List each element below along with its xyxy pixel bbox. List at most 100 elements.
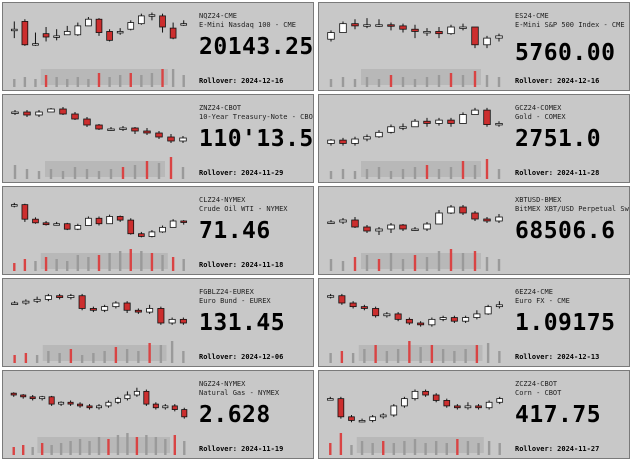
contract-description: E-Mini Nasdaq 100 - CME [199,21,296,29]
volume-bar [80,355,84,363]
volume-bar [351,353,355,363]
symbol-label: ES24-CME [515,12,549,20]
candle-body-up [148,231,156,237]
candle-body-down [169,27,177,39]
market-panel-clz24-nymex[interactable]: CLZ24-NYMEX Crude Oil WTI - NYMEX 71.46 Rol… [2,186,314,275]
candle-body-down [454,405,461,409]
candle-body-up [39,396,46,400]
volume-bar [353,257,357,271]
candle [85,216,92,226]
volume-bar [360,441,364,455]
candle [162,404,169,410]
candle [327,139,335,146]
volume-bar [85,169,89,179]
candle-body-down [471,212,479,220]
volume-bar [170,341,174,363]
candle [152,402,159,410]
candle [33,296,41,303]
candle [159,225,166,233]
candle [432,393,440,403]
volume-bar [55,259,58,271]
volume-bar [31,447,34,455]
volume-bar [473,71,477,87]
candle [349,301,357,309]
candle [495,214,503,223]
market-panel-znz24-cbot[interactable]: ZNZ24-CBOT 10-Year Treasury-Note - CBOT 11… [2,94,314,183]
candle [127,218,135,235]
candle-body-up [116,31,124,34]
candle [180,220,188,225]
candle-body-up [32,43,39,46]
volume-bar [425,257,429,271]
market-panel-xbtusd-bmex[interactable]: XBTUSD-BMEX BitMEX XBT/USD Perpetual Swap… [318,186,630,275]
candle [483,217,491,223]
volume-bar [413,167,417,179]
volume-bar [118,75,122,87]
volume-bar [154,437,158,455]
rollover-date: Rollover: 2024-11-19 [199,445,284,453]
candle [339,137,347,146]
market-panel-fgblz24-eurex[interactable]: FGBLZ24-EUREX Euro Bund - EUREX 131.45 Roll… [2,278,314,367]
candle [171,404,178,412]
volume-band [356,437,484,453]
candle-body-down [447,119,455,124]
candle [399,224,407,231]
market-panel-nqz24-cme[interactable]: NQZ24-CME E-Mini Nasdaq 100 - CME 20143.25… [2,2,314,91]
market-panel-gcz24-comex[interactable]: GCZ24-COMEX Gold - COMEX 2751.0 Rollover: 2… [318,94,630,183]
volume-bar [385,351,389,363]
volume-band [40,69,168,85]
volume-bar [498,443,501,455]
volume-bar [22,445,25,455]
candle [127,20,135,31]
volume-bar [182,351,185,363]
volume-bar [365,255,369,271]
candle [401,396,408,408]
candle [106,214,113,225]
candle [44,293,52,302]
candle [67,293,75,300]
candle-body-down [138,233,145,237]
candle-body-down [417,322,425,326]
candle-body-down [71,113,79,120]
candle [74,22,82,36]
volume-bar [485,159,489,179]
market-panel-6ez24-cme[interactable]: 6EZ24-CME Euro FX - CME 1.09175 Rollover: 2… [318,278,630,367]
candle-body-down [56,295,64,298]
candle-body-down [23,111,31,116]
candle-body-down [394,313,402,320]
candlestick-chart [327,18,503,87]
candle [423,117,431,127]
candle [148,12,156,21]
volume-bar [341,261,345,271]
volume-bar [437,169,441,179]
volume-bar [329,79,333,87]
candle [405,317,413,325]
candle [179,317,187,325]
candle-body-down [63,223,71,230]
candle-body-up [179,137,187,142]
candle [435,210,443,225]
candle [471,107,479,115]
candle-body-down [157,308,165,324]
rollover-date: Rollover: 2024-12-16 [515,77,600,85]
candle [63,222,71,231]
candle-body-up [439,317,447,320]
candle [42,27,50,42]
candle [495,301,503,309]
candle-body-down [29,396,36,400]
volume-bar [475,345,479,363]
rollover-date: Rollover: 2024-11-18 [199,261,284,269]
contract-description: Gold - COMEX [515,113,566,121]
market-panel-zcz24-cbot[interactable]: ZCZ24-CBOT Corn - CBOT 417.75 Rollover: 202… [318,370,630,459]
candle [423,28,431,36]
candle [360,304,368,311]
market-panel-es24-cme[interactable]: ES24-CME E-Mini S&P 500 Index - CME 5760.0… [318,2,630,91]
market-panel-ngz24-nymex[interactable]: NGZ24-NYMEX Natural Gas - NYMEX 2.628 Rollo… [2,370,314,459]
volume-bar [486,343,490,363]
candle-body-up [375,228,383,232]
volume-bar [419,347,422,363]
candlestick-chart [10,12,188,87]
candle [107,127,115,131]
volume-bar [125,349,129,363]
candle [327,30,335,42]
